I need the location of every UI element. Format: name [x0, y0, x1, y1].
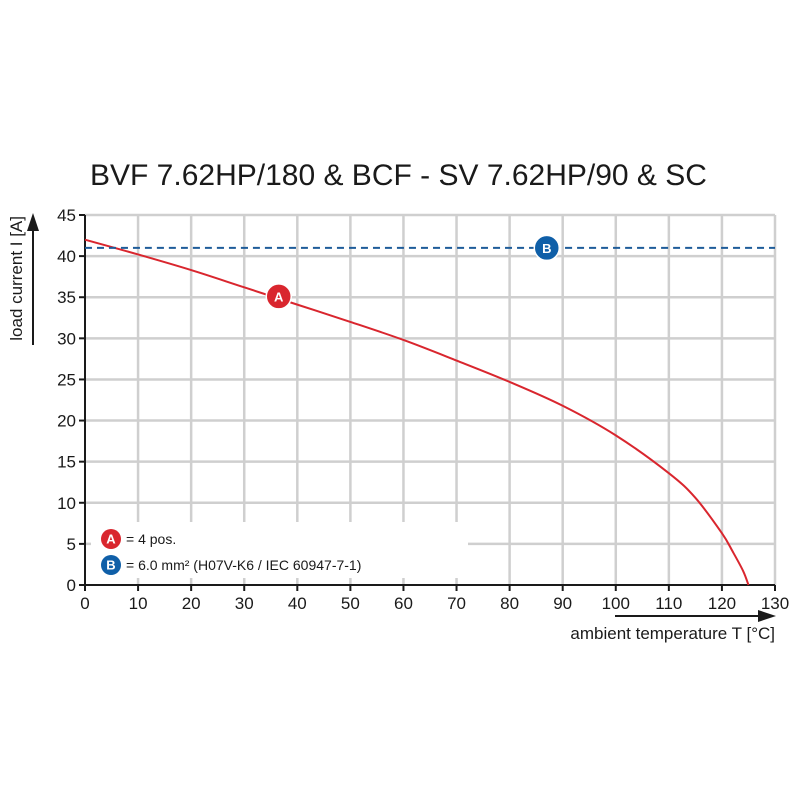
y-axis-label: load current I [A]	[7, 216, 26, 341]
x-tick-label: 100	[602, 594, 630, 613]
grid	[85, 213, 777, 585]
y-tick-labels: 0 5 10 15 20 25 30 35 40 45	[57, 206, 76, 595]
x-tick-label: 130	[761, 594, 789, 613]
y-tick-label: 5	[67, 535, 76, 554]
x-tick-label: 60	[394, 594, 413, 613]
legend-background	[91, 522, 468, 578]
y-tick-label: 20	[57, 412, 76, 431]
y-tick-label: 45	[57, 206, 76, 225]
marker-b-circle	[533, 234, 561, 262]
marker-layer: AB	[265, 234, 561, 310]
x-arrow-head	[758, 610, 776, 622]
legend-text-b: = 6.0 mm² (H07V-K6 / IEC 60947-7-1)	[126, 557, 361, 573]
x-tick-label: 30	[235, 594, 254, 613]
marker-b-label: B	[542, 241, 551, 256]
x-axis-label: ambient temperature T [°C]	[570, 624, 775, 643]
x-tick-label: 50	[341, 594, 360, 613]
legend: A = 4 pos. B = 6.0 mm² (H07V-K6 / IEC 60947…	[101, 529, 361, 575]
legend-marker-label: B	[106, 558, 115, 573]
series-line-a	[84, 238, 750, 586]
legend-marker-b	[101, 555, 121, 575]
chart-title: BVF 7.62HP/180 & BCF - SV 7.62HP/90 & SC	[90, 159, 707, 192]
x-tick-label: 40	[288, 594, 307, 613]
x-tick-labels: 0 10 20 30 40 50 60 70 80 90 100 110 120 130	[80, 594, 789, 613]
y-tick-label: 30	[57, 329, 76, 348]
legend-marker-a	[101, 529, 121, 549]
x-tick-label: 0	[80, 594, 89, 613]
legend-marker-label: A	[106, 532, 116, 547]
y-tick-label: 40	[57, 247, 76, 266]
x-tick-label: 20	[182, 594, 201, 613]
x-tick-label: 90	[553, 594, 572, 613]
x-tick-label: 110	[655, 594, 682, 613]
x-tick-label: 80	[500, 594, 519, 613]
marker-a-label: A	[274, 289, 284, 304]
y-arrow-head	[27, 213, 39, 231]
y-tick-label: 35	[57, 288, 76, 307]
y-tick-label: 10	[57, 494, 76, 513]
axes	[27, 213, 776, 622]
y-tick-label: 15	[57, 453, 76, 472]
marker-a-circle	[265, 283, 292, 310]
x-tick-label: 10	[129, 594, 148, 613]
series-layer	[84, 238, 775, 586]
x-tick-label: 70	[447, 594, 466, 613]
y-tick-label: 25	[57, 370, 76, 389]
x-tick-label: 120	[708, 594, 736, 613]
legend-text-a: = 4 pos.	[126, 531, 176, 547]
y-tick-label: 0	[67, 576, 76, 595]
